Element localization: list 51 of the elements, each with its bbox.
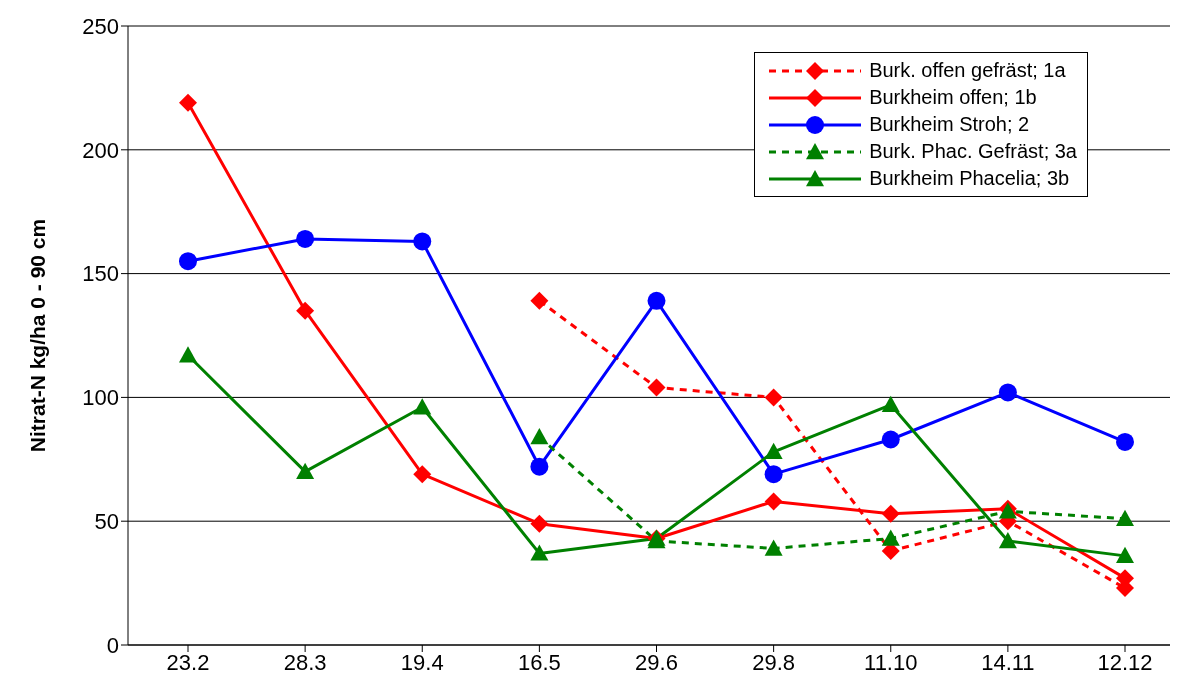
x-tick-label: 29.6 bbox=[635, 649, 678, 675]
legend-label: Burk. Phac. Gefräst; 3a bbox=[869, 140, 1077, 163]
point bbox=[1116, 509, 1134, 526]
point bbox=[296, 462, 315, 479]
x-tick-label: 29.8 bbox=[752, 649, 796, 675]
point bbox=[998, 383, 1017, 402]
point bbox=[179, 252, 197, 271]
y-tick-label: 250 bbox=[82, 13, 119, 39]
x-tick-label: 12.12 bbox=[1097, 649, 1153, 675]
point bbox=[764, 388, 783, 407]
point bbox=[764, 465, 783, 484]
point bbox=[530, 291, 549, 310]
point bbox=[530, 428, 549, 445]
point bbox=[881, 395, 900, 413]
y-axis-title: Nitrat-N kg/ha 0 - 90 cm bbox=[26, 218, 50, 453]
legend-label: Burk. offen gefräst; 1a bbox=[869, 59, 1066, 82]
point bbox=[881, 504, 900, 523]
y-tick-label: 150 bbox=[82, 261, 119, 287]
x-tick-label: 14.11 bbox=[981, 649, 1035, 675]
point bbox=[647, 291, 666, 310]
point bbox=[530, 457, 549, 476]
point bbox=[998, 532, 1017, 549]
point bbox=[647, 378, 666, 397]
x-tick-label: 11.10 bbox=[864, 649, 918, 675]
x-tick-label: 28.3 bbox=[283, 649, 327, 675]
point bbox=[413, 465, 432, 484]
x-tick-label: 16.5 bbox=[517, 649, 561, 675]
point bbox=[413, 398, 432, 415]
x-tick-label: 23.2 bbox=[166, 649, 210, 675]
point bbox=[179, 346, 197, 363]
point bbox=[296, 229, 315, 248]
point bbox=[530, 544, 549, 561]
y-tick-label: 0 bbox=[106, 632, 119, 658]
point bbox=[296, 301, 315, 320]
point bbox=[413, 232, 432, 251]
point bbox=[530, 514, 549, 533]
legend-label: Burkheim Phacelia; 3b bbox=[869, 167, 1070, 190]
point bbox=[179, 93, 197, 112]
point bbox=[764, 492, 783, 511]
legend-label: Burkheim Stroh; 2 bbox=[869, 113, 1030, 136]
point bbox=[1116, 546, 1134, 564]
y-tick-label: 50 bbox=[94, 509, 119, 535]
point bbox=[1116, 432, 1134, 451]
legend-label: Burkheim offen; 1b bbox=[869, 86, 1037, 109]
point bbox=[764, 539, 783, 556]
x-tick-label: 19.4 bbox=[400, 649, 444, 675]
point bbox=[881, 430, 900, 449]
y-tick-label: 200 bbox=[82, 137, 119, 163]
point bbox=[881, 529, 900, 546]
point bbox=[764, 442, 783, 460]
y-tick-label: 100 bbox=[82, 385, 119, 411]
